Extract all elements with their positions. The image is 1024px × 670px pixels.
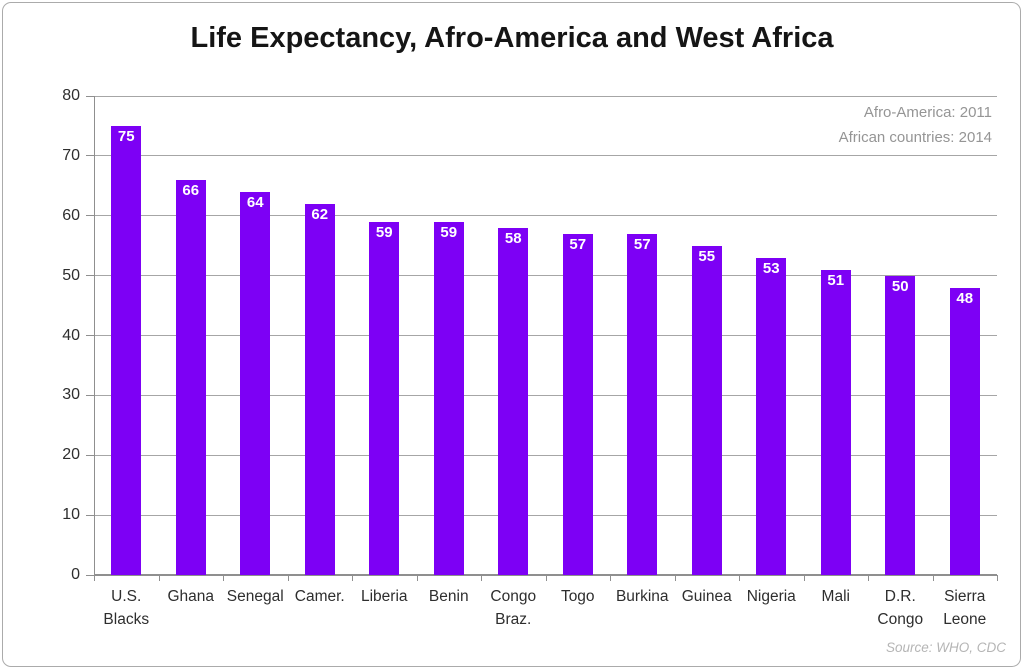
source-note: Source: WHO, CDC	[885, 640, 1006, 655]
gridline	[94, 454, 997, 456]
chart-title: Life Expectancy, Afro-America and West A…	[190, 22, 834, 54]
bar-value-label: 51	[827, 271, 845, 289]
y-axis-tick	[86, 95, 94, 97]
bar: 57	[562, 233, 593, 575]
x-axis-category-label: Guinea	[681, 588, 732, 605]
bar: 75	[111, 125, 142, 575]
bar-value-label: 75	[117, 127, 135, 145]
bar-value-label: 53	[762, 259, 780, 277]
x-axis-category-label: Congo Braz.	[490, 588, 537, 628]
gridline	[94, 95, 997, 97]
bar-value-label: 48	[956, 289, 974, 307]
x-axis-tick	[932, 575, 934, 581]
bar: 62	[304, 203, 335, 575]
bar-value-label: 64	[246, 193, 264, 211]
y-axis-tick-label: 70	[62, 146, 80, 164]
x-axis-category-label: Senegal	[226, 588, 284, 605]
annotation-line-afro-america: Afro-America: 2011	[863, 104, 992, 121]
x-axis-tick	[481, 575, 482, 581]
bar: 66	[175, 179, 206, 575]
bar: 59	[369, 221, 400, 575]
x-axis-tick	[997, 575, 998, 581]
x-axis-category-label: Nigeria	[746, 588, 796, 605]
legend-annotation: Afro-America: 2011 African countries: 20…	[839, 100, 992, 150]
y-axis-tick	[86, 155, 94, 157]
annotation-line-african-countries: African countries: 2014	[838, 129, 992, 146]
y-axis-tick-label: 0	[71, 566, 80, 583]
y-axis-tick-label: 30	[62, 386, 80, 404]
x-axis-tick	[739, 575, 740, 581]
gridline	[94, 215, 997, 217]
y-axis-tick	[86, 215, 94, 217]
bar-value-label: 66	[182, 181, 200, 199]
y-axis-tick-label: 50	[62, 266, 80, 284]
bar-value-label: 58	[504, 229, 522, 247]
bar-value-label: 62	[311, 205, 329, 223]
x-axis-category-label: Camer.	[294, 588, 345, 605]
bar: 64	[240, 191, 271, 575]
bar-value-label: 59	[440, 223, 458, 241]
x-axis-category-label: U.S. Blacks	[103, 588, 150, 628]
bar-value-label: 50	[891, 277, 909, 295]
x-axis-category-label: Liberia	[360, 588, 408, 605]
x-axis-category-label: Benin	[428, 588, 469, 605]
bar: 51	[820, 269, 851, 575]
x-axis-tick	[223, 575, 224, 581]
bar-value-label: 57	[569, 235, 587, 253]
y-axis-tick-label: 40	[62, 326, 80, 344]
bar: 48	[949, 287, 980, 575]
x-axis-tick	[803, 575, 805, 581]
x-axis-category-label: Sierra Leone	[943, 588, 987, 628]
x-axis-category-label: Burkina	[615, 588, 669, 605]
x-axis-tick	[94, 575, 95, 581]
y-axis-tick-label: 10	[62, 506, 80, 524]
y-axis-tick	[86, 454, 94, 456]
gridline	[94, 514, 997, 516]
x-axis-tick	[287, 575, 289, 581]
x-axis-tick	[674, 575, 676, 581]
bar: 50	[885, 275, 916, 575]
y-axis-tick-label: 20	[62, 446, 80, 464]
gridline	[94, 394, 997, 396]
x-axis-tick	[610, 575, 611, 581]
x-axis-tick	[545, 575, 547, 581]
bar: 59	[433, 221, 464, 575]
bar: 55	[691, 245, 722, 575]
bar-value-label: 55	[698, 247, 716, 265]
y-axis-tick-label: 80	[62, 87, 80, 104]
y-axis-tick	[86, 394, 94, 396]
x-axis-category-label: Mali	[821, 588, 850, 605]
y-axis-tick	[86, 574, 94, 576]
gridline	[94, 275, 997, 277]
bar: 53	[756, 257, 787, 575]
x-axis-tick	[416, 575, 418, 581]
bar-value-label: 57	[633, 235, 651, 253]
x-axis-category-label: Ghana	[167, 588, 215, 605]
y-axis-tick	[86, 514, 94, 516]
gridline	[94, 335, 997, 336]
x-axis-category-label: D.R. Congo	[877, 588, 924, 628]
y-axis-tick	[86, 275, 94, 277]
y-axis-tick	[86, 335, 94, 336]
x-axis-tick	[352, 575, 353, 581]
bar-value-label: 59	[375, 223, 393, 241]
x-axis-category-label: Togo	[560, 588, 595, 605]
y-axis-tick-label: 60	[62, 206, 80, 224]
gridline	[94, 155, 997, 157]
bar: 58	[498, 227, 529, 575]
x-axis-tick	[158, 575, 160, 581]
bar: 57	[627, 233, 658, 575]
x-axis-tick	[868, 575, 869, 581]
y-axis-line	[94, 96, 95, 576]
